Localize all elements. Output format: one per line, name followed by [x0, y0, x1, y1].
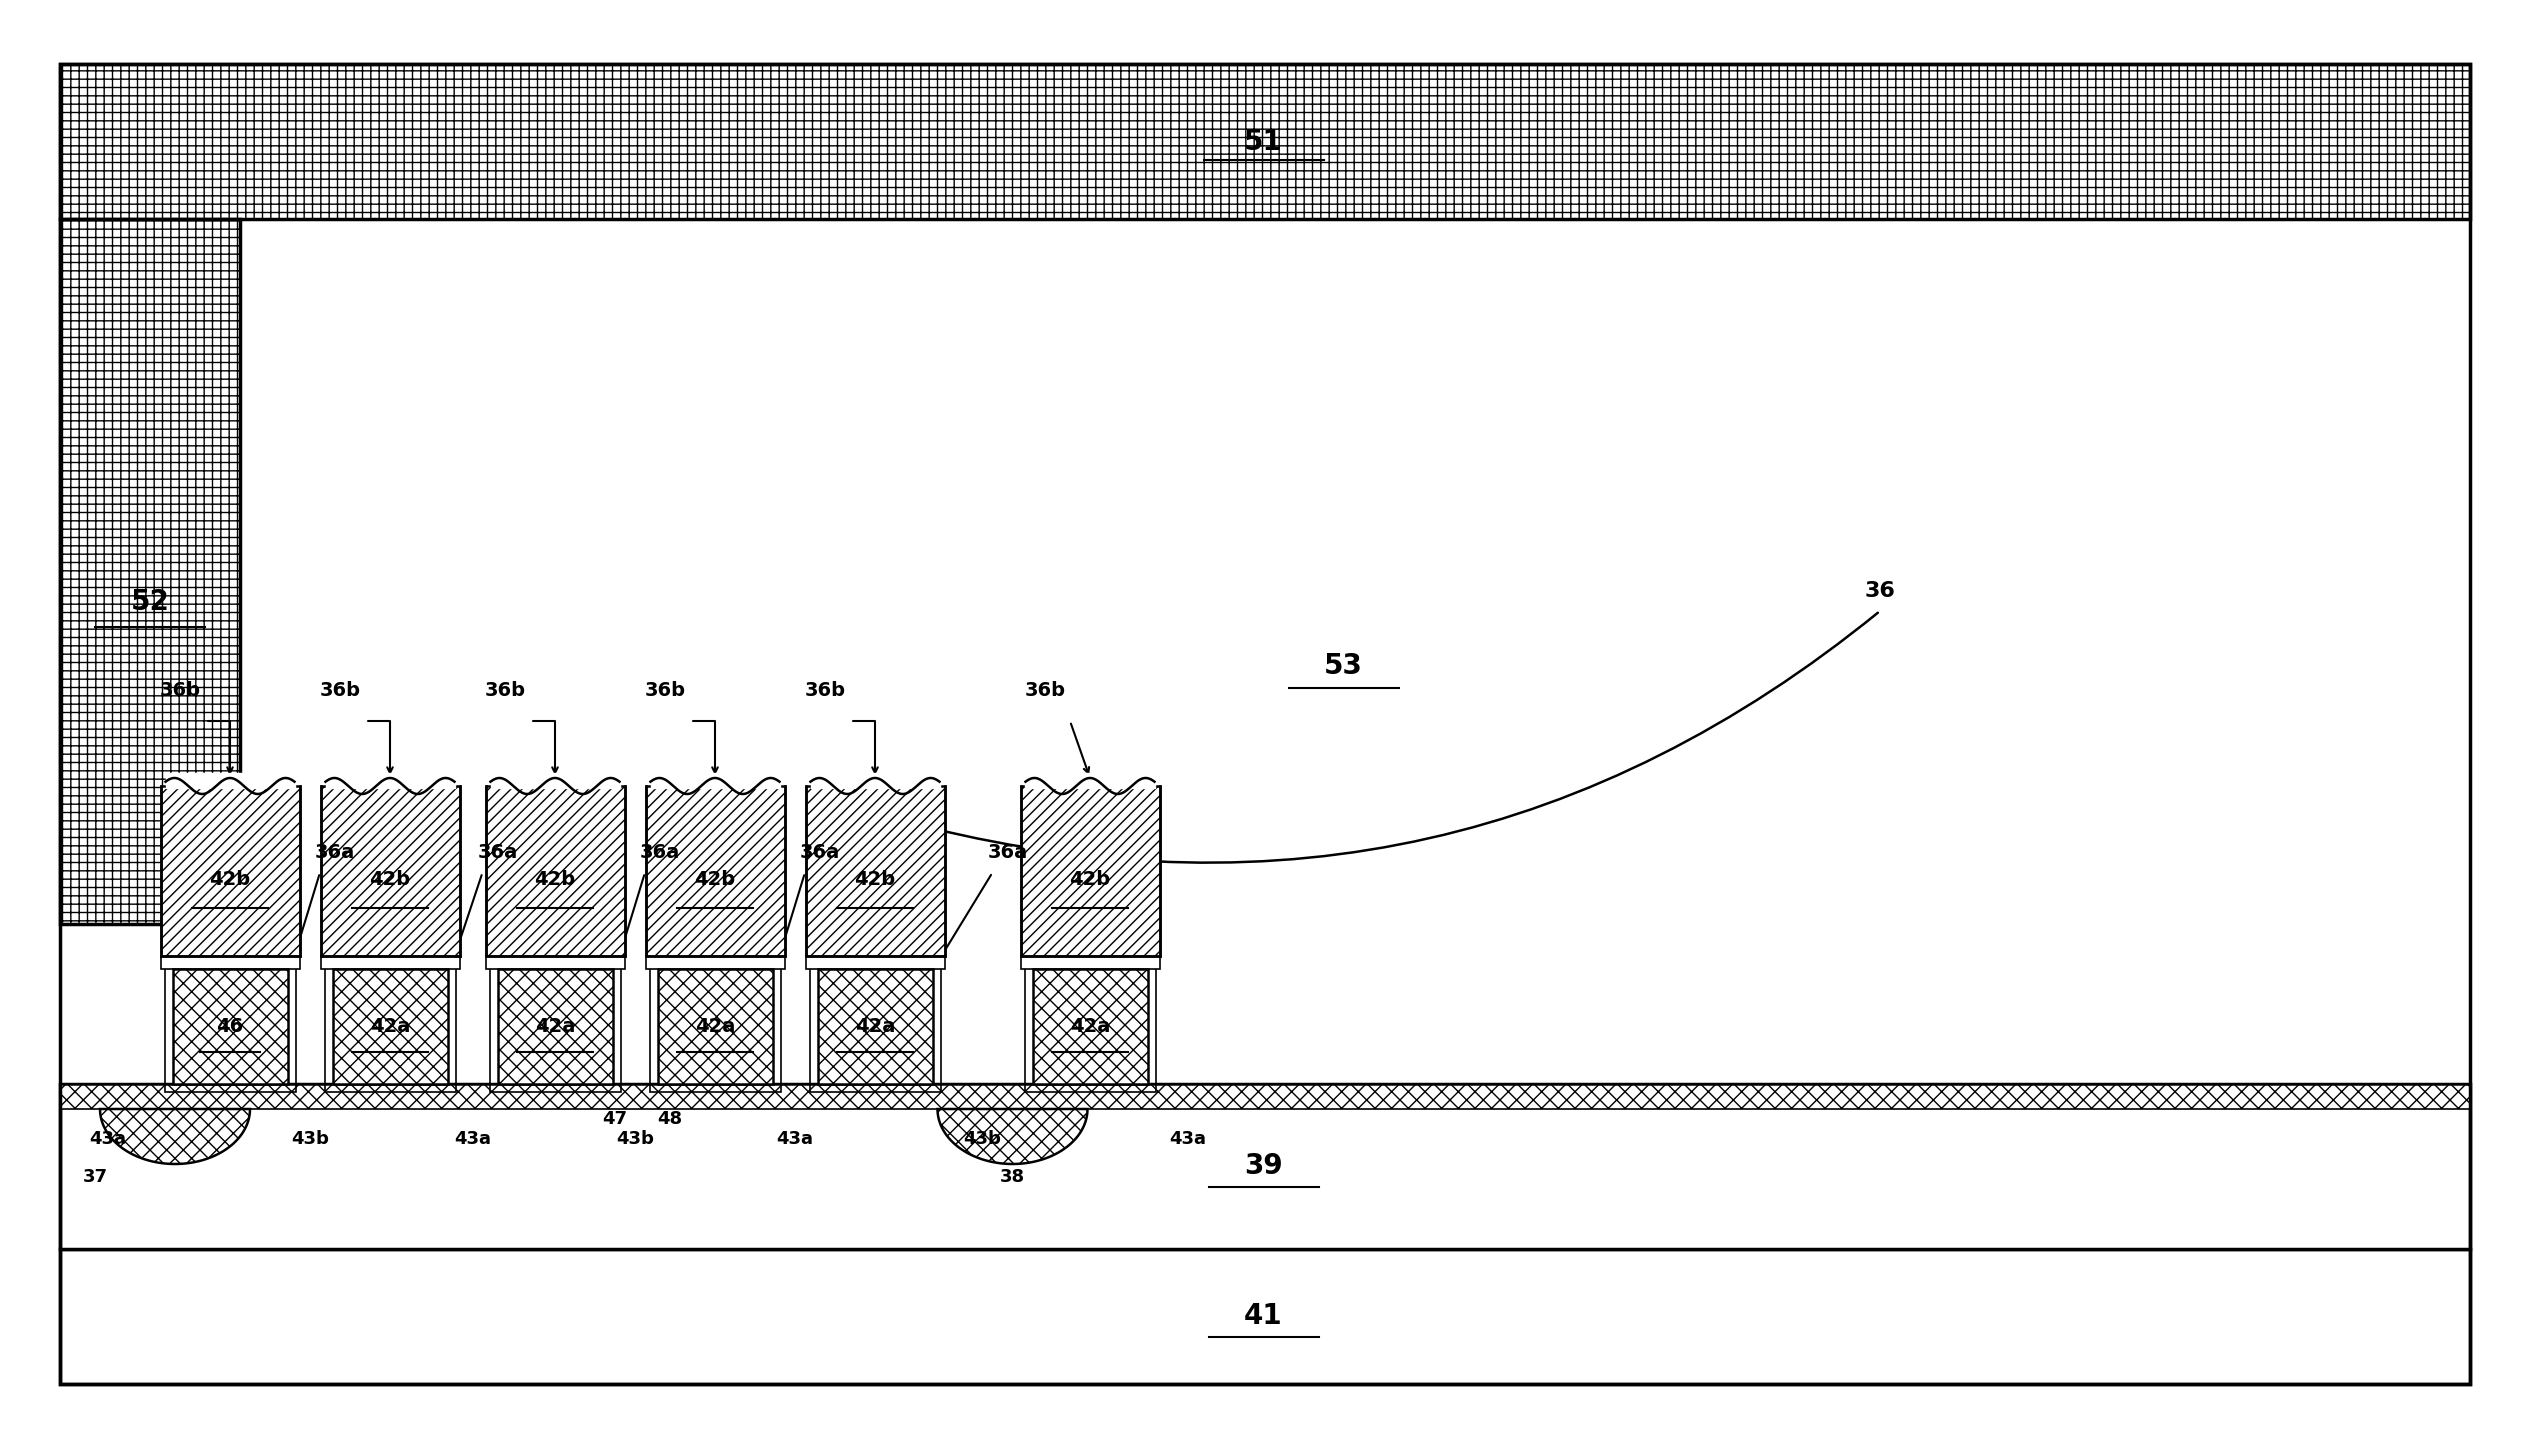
Polygon shape: [938, 1109, 1087, 1164]
Bar: [809, 956, 940, 1092]
Text: 36b: 36b: [644, 682, 685, 700]
Bar: [485, 786, 624, 956]
Text: 42a: 42a: [536, 1017, 576, 1035]
Text: 43b: 43b: [963, 1131, 1001, 1148]
Bar: [1034, 969, 1147, 1084]
Text: 42b: 42b: [369, 869, 409, 890]
Text: 42a: 42a: [1069, 1017, 1109, 1035]
Bar: [1021, 786, 1160, 956]
Text: 36b: 36b: [1023, 682, 1066, 700]
Text: 42b: 42b: [854, 869, 895, 890]
Bar: [323, 956, 455, 1092]
Text: 36b: 36b: [159, 682, 200, 700]
Text: 42a: 42a: [695, 1017, 735, 1035]
Text: 36a: 36a: [988, 843, 1028, 862]
Text: 39: 39: [1243, 1152, 1284, 1181]
Bar: [1023, 956, 1155, 1092]
Bar: [806, 786, 945, 956]
Text: 36: 36: [1865, 580, 1895, 601]
Bar: [644, 956, 783, 969]
Bar: [334, 969, 447, 1084]
Bar: [172, 969, 288, 1084]
Bar: [321, 786, 460, 956]
Text: 43a: 43a: [776, 1131, 814, 1148]
Text: 47: 47: [601, 1110, 627, 1128]
Text: 42b: 42b: [210, 869, 250, 890]
Text: 42b: 42b: [533, 869, 576, 890]
Text: 43b: 43b: [617, 1131, 654, 1148]
Text: 36a: 36a: [639, 843, 680, 862]
Bar: [1021, 956, 1160, 969]
Bar: [164, 956, 296, 1092]
Text: 36b: 36b: [804, 682, 847, 700]
Bar: [61, 64, 2469, 219]
Text: 42b: 42b: [695, 869, 735, 890]
Text: 43a: 43a: [455, 1131, 490, 1148]
Text: 52: 52: [131, 588, 169, 615]
Text: 42b: 42b: [1069, 869, 1109, 890]
Bar: [485, 956, 624, 969]
Bar: [61, 1084, 2469, 1109]
Bar: [657, 969, 773, 1084]
Text: 48: 48: [657, 1110, 682, 1128]
Text: 42a: 42a: [854, 1017, 895, 1035]
Text: 51: 51: [1243, 127, 1284, 156]
Text: 43a: 43a: [1170, 1131, 1205, 1148]
Text: 36a: 36a: [316, 843, 356, 862]
Text: 46: 46: [217, 1017, 243, 1035]
Text: 43a: 43a: [88, 1131, 126, 1148]
Text: 43b: 43b: [291, 1131, 329, 1148]
Bar: [498, 969, 612, 1084]
Bar: [490, 956, 622, 1092]
Polygon shape: [101, 1109, 250, 1164]
Bar: [61, 1084, 2469, 1249]
Bar: [806, 956, 945, 969]
Text: 37: 37: [83, 1168, 109, 1186]
Text: 53: 53: [1324, 653, 1362, 680]
Bar: [649, 956, 781, 1092]
Text: 36b: 36b: [485, 682, 526, 700]
Bar: [819, 969, 932, 1084]
Bar: [162, 956, 301, 969]
Bar: [644, 786, 783, 956]
Bar: [162, 786, 301, 956]
Bar: [61, 219, 240, 924]
Text: 41: 41: [1243, 1302, 1284, 1330]
Text: 42a: 42a: [369, 1017, 409, 1035]
Bar: [61, 1249, 2469, 1383]
Text: 38: 38: [1001, 1168, 1026, 1186]
Bar: [321, 956, 460, 969]
Text: 36a: 36a: [801, 843, 839, 862]
Text: 36a: 36a: [478, 843, 518, 862]
Text: 36b: 36b: [318, 682, 361, 700]
